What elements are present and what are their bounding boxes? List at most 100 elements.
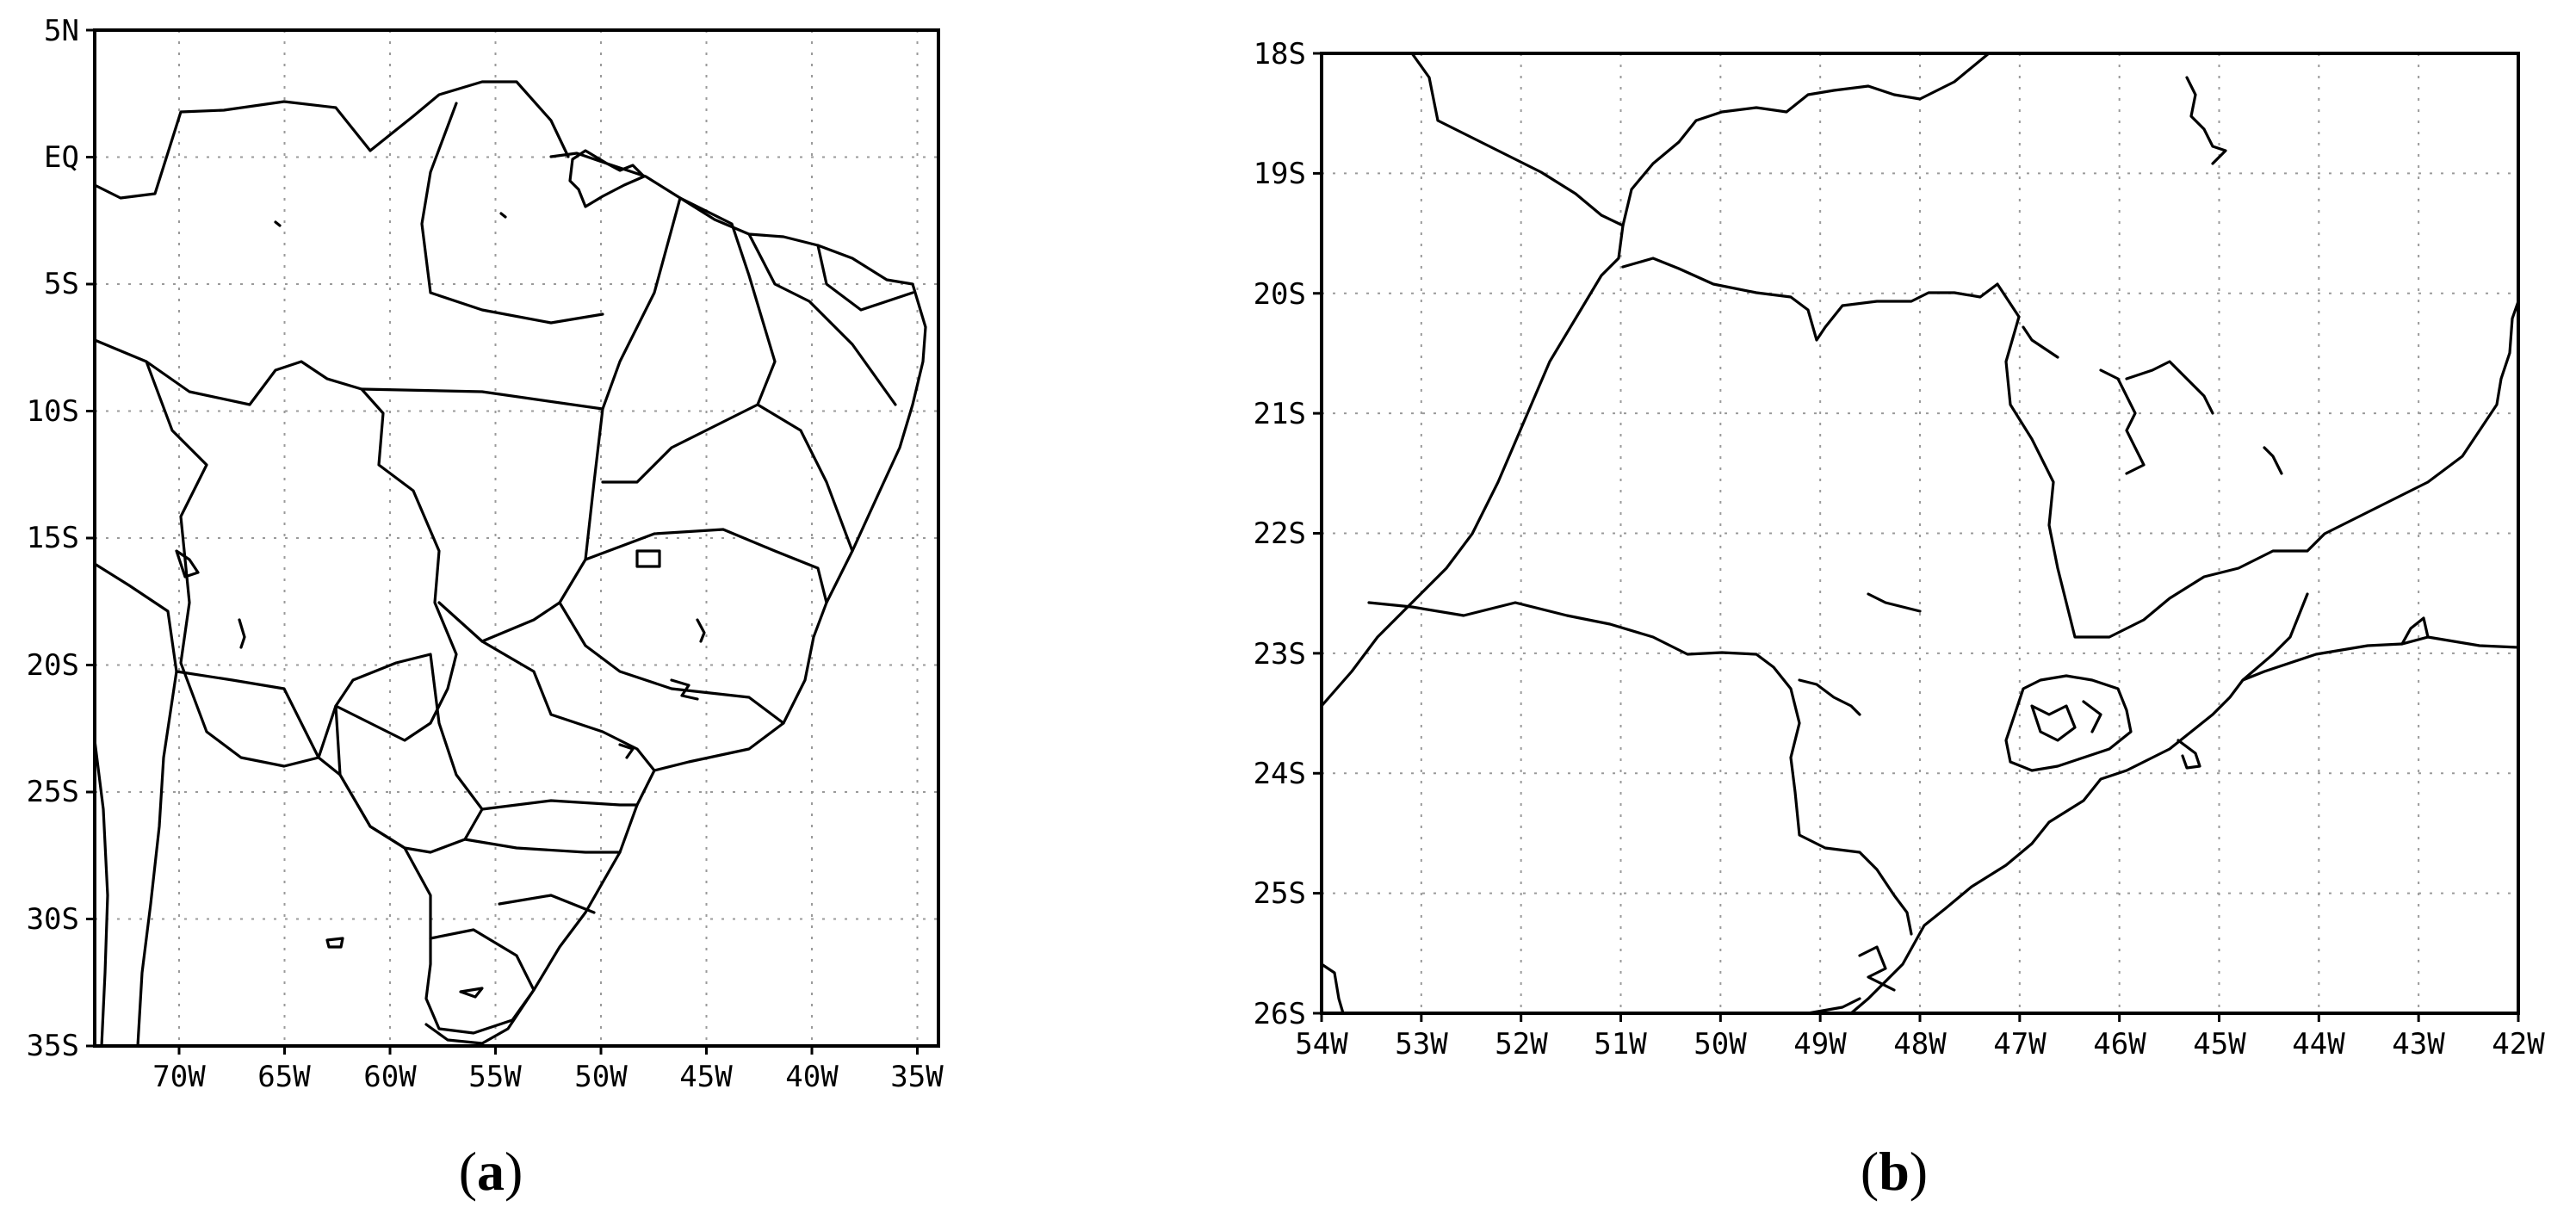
state-boundary-13 xyxy=(756,403,854,553)
reservoir-a4 xyxy=(618,743,635,759)
andes-line xyxy=(93,562,178,1048)
lon-label: 50W xyxy=(1694,1027,1747,1061)
paraguay-border xyxy=(334,653,484,854)
lon-label: 51W xyxy=(1594,1027,1647,1061)
reservoir-a6 xyxy=(459,987,484,999)
rj-coast-detail xyxy=(2400,616,2430,646)
lon-label: 70W xyxy=(152,1060,206,1094)
argentina-border xyxy=(175,670,432,940)
reservoir-b2 xyxy=(2022,325,2059,359)
state-boundary-10 xyxy=(480,799,639,811)
reservoir-b6 xyxy=(1867,592,1922,613)
reservoir-a2 xyxy=(696,618,706,643)
lon-label: 60W xyxy=(363,1060,417,1094)
parana-river xyxy=(1320,224,1625,708)
lat-label: 25S xyxy=(1254,876,1306,911)
lat-label: 20S xyxy=(27,648,79,683)
reservoir-b5 xyxy=(2263,446,2283,475)
sp-rj-boundary xyxy=(2241,592,2309,682)
amazon-delta xyxy=(568,149,646,208)
state-boundary-3 xyxy=(437,407,604,643)
lat-label: 22S xyxy=(1254,517,1306,551)
lat-label: 26S xyxy=(1254,997,1306,1031)
lon-label: 48W xyxy=(1893,1027,1947,1061)
lon-label: 42W xyxy=(2492,1027,2545,1061)
lon-label: 49W xyxy=(1793,1027,1847,1061)
reservoir-b3 xyxy=(2099,368,2146,475)
lat-label: 10S xyxy=(27,394,79,429)
state-boundary-2 xyxy=(360,196,682,411)
reservoir-a5 xyxy=(325,937,344,949)
reservoir-a8 xyxy=(499,212,507,219)
sp-coastline xyxy=(1849,635,2520,1015)
uruguay-border xyxy=(424,928,536,1035)
paranapanema-river xyxy=(1367,601,1913,936)
lon-label: 46W xyxy=(2093,1027,2146,1061)
lon-label: 44W xyxy=(2292,1027,2345,1061)
lon-label: 52W xyxy=(1495,1027,1548,1061)
sao-paulo-metro-inner xyxy=(2030,700,2102,742)
lat-label: 24S xyxy=(1254,757,1306,791)
lat-label: 35S xyxy=(27,1029,79,1063)
panel-caption-b: (b) xyxy=(1861,1141,1928,1202)
ticks-b xyxy=(1313,52,2520,1022)
lake-titicaca xyxy=(175,549,200,579)
lat-label: 5S xyxy=(44,267,79,301)
sao-paulo-metro xyxy=(2004,674,2133,772)
lat-label: 20S xyxy=(1254,277,1306,312)
lat-label: EQ xyxy=(44,140,79,175)
map-panel-a: 5N EQ 5S 10S 15S 20S 25S 30S 35S 70W 65W… xyxy=(27,14,944,1202)
panel-caption-a: (a) xyxy=(459,1141,523,1202)
lon-labels-a: 70W 65W 60W 55W 50W 45W 40W 35W xyxy=(152,1060,944,1094)
mg-northern-boundary xyxy=(1621,52,1991,227)
western-border xyxy=(93,338,458,768)
state-boundary-1 xyxy=(420,102,604,325)
lat-label: 25S xyxy=(27,775,79,809)
state-boundary-4 xyxy=(601,196,777,484)
reservoir-a7 xyxy=(274,220,282,227)
lon-label: 43W xyxy=(2392,1027,2445,1061)
grande-river xyxy=(1621,257,2021,342)
lat-label: 30S xyxy=(27,902,79,937)
lon-label: 54W xyxy=(1295,1027,1348,1061)
lat-labels-a: 5N EQ 5S 10S 15S 20S 25S 30S 35S xyxy=(27,14,79,1063)
gridlines-b xyxy=(1322,53,2518,1013)
state-boundary-11 xyxy=(463,838,622,854)
reservoir-b7 xyxy=(1798,678,1861,716)
lat-label: 21S xyxy=(1254,397,1306,431)
lon-labels-b: 54W 53W 52W 51W 50W 49W 48W 47W 46W 45W … xyxy=(1295,1027,2545,1061)
brazil-coastline xyxy=(424,152,927,1045)
lon-label: 45W xyxy=(679,1060,733,1094)
reservoir-a1 xyxy=(238,618,246,649)
south-coast xyxy=(1806,997,1861,1015)
state-boundary-6 xyxy=(816,244,914,312)
reservoir-b4 xyxy=(2125,360,2214,415)
lat-label: 5N xyxy=(44,14,79,48)
gridlines-a xyxy=(95,30,938,1046)
parana-coast xyxy=(1858,945,1896,992)
lon-label: 53W xyxy=(1395,1027,1448,1061)
lon-label: 55W xyxy=(468,1060,522,1094)
state-boundary-9 xyxy=(480,640,656,772)
lon-label: 35W xyxy=(890,1060,944,1094)
lat-labels-b: 18S 19S 20S 21S 22S 23S 24S 25S 26S xyxy=(1254,37,1306,1031)
reservoir-b1 xyxy=(2185,76,2227,165)
state-boundary-7 xyxy=(584,528,828,604)
distrito-federal xyxy=(635,549,661,568)
lon-label: 45W xyxy=(2193,1027,2246,1061)
state-boundary-12 xyxy=(498,894,596,914)
lat-label: 15S xyxy=(27,521,79,555)
pacific-coast xyxy=(93,739,109,1048)
lon-label: 50W xyxy=(574,1060,628,1094)
lon-label: 65W xyxy=(257,1060,311,1094)
west-bottom-boundary xyxy=(1320,962,1345,1015)
lon-label: 40W xyxy=(785,1060,839,1094)
reservoir-a3 xyxy=(670,678,699,701)
boundaries-b xyxy=(1320,52,2520,1015)
paranaiba-river xyxy=(1410,52,1625,227)
lat-label: 18S xyxy=(1254,37,1306,71)
sp-mg-boundary xyxy=(2004,300,2520,639)
boundaries-a xyxy=(93,80,927,1048)
coastal-islands xyxy=(2177,739,2201,770)
